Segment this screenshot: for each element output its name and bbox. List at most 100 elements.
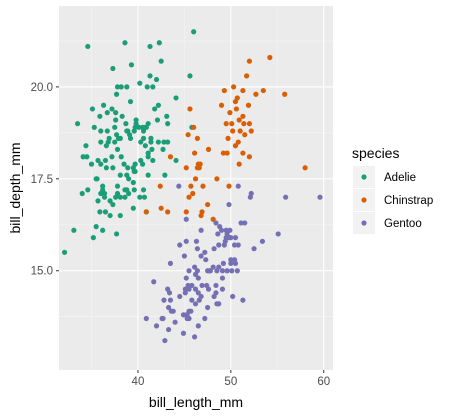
data-point	[83, 143, 89, 149]
legend-swatch	[361, 220, 367, 226]
data-point	[223, 121, 229, 127]
data-point	[84, 154, 90, 160]
data-point	[221, 87, 227, 94]
data-point	[127, 98, 134, 105]
data-point	[91, 124, 97, 130]
data-point	[190, 190, 196, 197]
data-point	[98, 128, 104, 134]
data-point	[102, 209, 109, 215]
data-point	[112, 124, 118, 130]
x-tick-label: 40	[132, 376, 145, 388]
data-point	[118, 84, 124, 90]
legend-label: Gentoo	[384, 218, 422, 230]
data-point	[93, 224, 99, 230]
data-point	[235, 139, 241, 145]
data-point	[153, 323, 160, 329]
data-point	[165, 121, 171, 127]
data-point	[71, 227, 77, 233]
axis-tick-labels: 40 50 60 15.0 17.5 20.0	[31, 82, 331, 388]
data-point	[198, 227, 204, 233]
data-point	[117, 135, 123, 141]
data-point	[158, 58, 164, 64]
data-point	[165, 139, 171, 145]
series-gentoo	[143, 183, 323, 344]
data-point	[195, 290, 201, 296]
data-point	[232, 260, 239, 266]
data-point	[137, 80, 143, 86]
data-point	[191, 29, 197, 35]
data-point	[183, 275, 189, 281]
data-point	[133, 121, 139, 127]
data-point	[224, 268, 230, 274]
data-point	[153, 76, 160, 83]
data-point	[213, 290, 219, 296]
data-point	[231, 84, 237, 90]
data-point	[205, 304, 211, 311]
data-point	[114, 146, 121, 152]
data-point	[192, 301, 199, 307]
data-point	[152, 106, 158, 112]
data-point	[119, 113, 125, 119]
data-point	[195, 323, 201, 329]
data-point	[162, 337, 168, 344]
data-point	[101, 190, 108, 197]
data-point	[139, 161, 146, 167]
data-point	[240, 113, 246, 119]
y-tick-label: 20.0	[31, 82, 53, 94]
data-point	[122, 40, 128, 46]
data-point	[192, 286, 199, 292]
minor-gridlines	[59, 6, 333, 370]
data-point	[251, 246, 257, 252]
data-point	[150, 157, 156, 164]
data-point	[157, 183, 163, 189]
data-point	[177, 242, 183, 248]
data-point	[122, 194, 128, 200]
data-point	[232, 143, 239, 149]
data-point	[147, 43, 153, 50]
data-point	[216, 301, 222, 307]
data-point	[161, 139, 167, 145]
data-point	[218, 227, 225, 233]
data-point	[180, 330, 187, 336]
data-point	[132, 161, 138, 167]
data-point	[123, 121, 129, 127]
data-point	[126, 190, 132, 197]
y-tick-label: 15.0	[31, 266, 53, 278]
legend: species Adelie Chinstrap Gentoo	[352, 145, 433, 234]
data-point	[194, 246, 200, 252]
data-point	[317, 194, 323, 200]
data-point	[109, 106, 115, 112]
data-point	[186, 194, 192, 200]
data-point	[147, 73, 153, 79]
data-point	[202, 315, 208, 322]
data-point	[189, 282, 195, 289]
data-point	[154, 117, 161, 123]
data-point	[118, 154, 124, 160]
x-axis-title: bill_length_mm	[149, 394, 243, 410]
data-point	[80, 154, 86, 160]
data-point	[226, 201, 232, 208]
data-point	[181, 253, 187, 259]
data-point	[144, 84, 150, 90]
data-point	[113, 117, 119, 123]
data-point	[245, 102, 252, 108]
data-point	[155, 102, 161, 108]
data-point	[95, 198, 101, 204]
data-point	[160, 315, 166, 322]
data-point	[234, 95, 240, 101]
y-axis-title: bill_depth_mm	[7, 142, 23, 233]
data-point	[133, 117, 139, 123]
data-point	[202, 249, 208, 255]
data-point	[121, 161, 127, 167]
data-point	[246, 58, 253, 64]
data-point	[167, 297, 174, 303]
legend-label: Chinstrap	[384, 195, 433, 207]
data-point	[267, 54, 273, 61]
data-point	[95, 157, 101, 164]
data-point	[173, 157, 179, 164]
data-point	[275, 231, 281, 237]
data-point	[283, 194, 289, 200]
data-point	[150, 84, 156, 90]
data-point	[215, 231, 221, 237]
